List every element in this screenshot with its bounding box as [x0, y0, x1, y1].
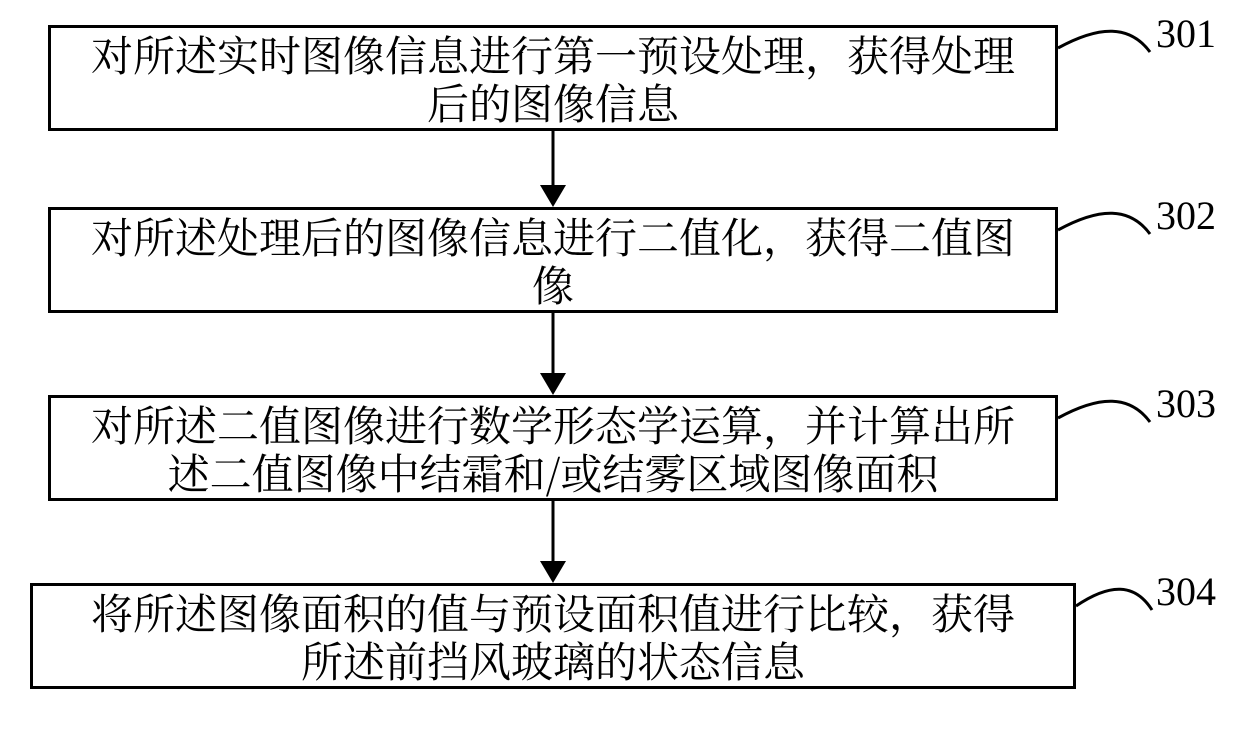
edges-layer	[0, 0, 1240, 743]
edge-301-302-arrowhead	[540, 185, 566, 207]
edge-303-304-arrowhead	[540, 561, 566, 583]
edge-302-303-arrowhead	[540, 373, 566, 395]
flowchart-canvas: 对所述实时图像信息进行第一预设处理，获得处理 后的图像信息 301 对所述处理后…	[0, 0, 1240, 743]
